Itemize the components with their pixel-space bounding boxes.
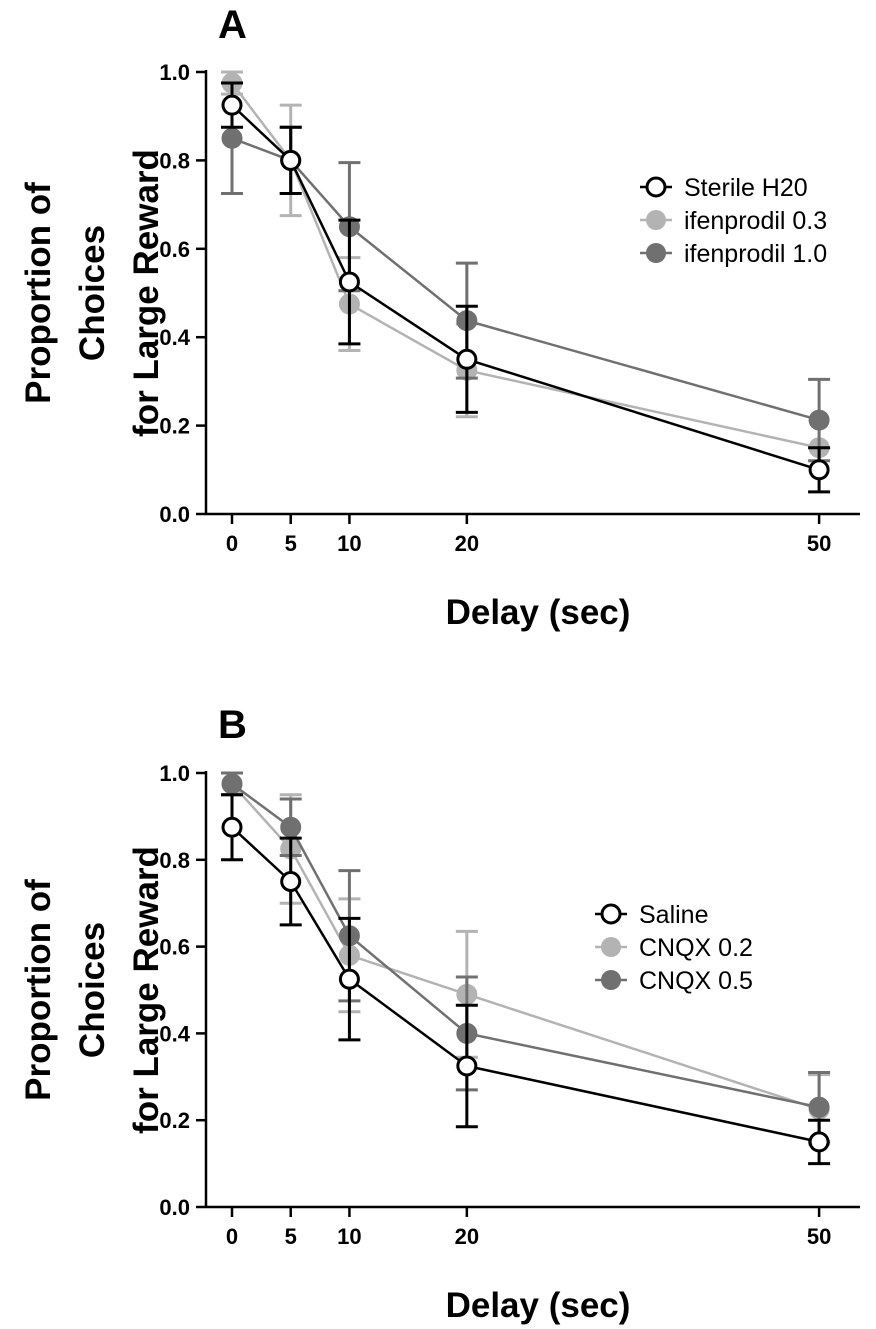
y-axis-label-line: Proportion of xyxy=(19,879,58,1101)
data-point xyxy=(280,149,302,171)
legend-marker xyxy=(601,937,621,957)
x-axis-label: Delay (sec) xyxy=(446,1286,631,1325)
y-tick-label: 0.4 xyxy=(159,325,190,350)
x-axis-label: Delay (sec) xyxy=(446,593,631,632)
data-point xyxy=(280,816,302,838)
x-tick-label: 5 xyxy=(285,1224,297,1249)
legend-label: CNQX 0.2 xyxy=(639,934,753,962)
y-tick-label: 1.0 xyxy=(159,761,190,786)
series-line xyxy=(231,104,820,471)
x-tick-label: 50 xyxy=(807,1224,831,1249)
data-point xyxy=(280,871,302,892)
legend-label: Saline xyxy=(639,901,709,929)
y-tick-label: 0.8 xyxy=(159,848,190,873)
data-point xyxy=(338,271,360,293)
y-tick-label: 0.6 xyxy=(159,237,190,262)
legend-marker xyxy=(645,176,667,198)
legend-label: ifenprodil 1.0 xyxy=(684,240,827,268)
data-point xyxy=(808,459,830,481)
data-point xyxy=(808,1131,830,1153)
y-axis-label-line: Choices xyxy=(73,922,112,1058)
panel-letter: B xyxy=(218,703,247,747)
legend-marker xyxy=(646,243,666,263)
data-point xyxy=(221,94,243,116)
x-tick-label: 20 xyxy=(455,1224,479,1249)
x-tick-label: 0 xyxy=(226,1224,238,1249)
panel-letter: A xyxy=(218,3,247,47)
legend-marker xyxy=(600,903,622,925)
y-tick-label: 0.6 xyxy=(159,935,190,960)
data-point xyxy=(221,127,243,149)
chart-panel-b: B 0.0 0.2 0.4 0.6 0.8 1.0 0 5 10 20 50 Delay (sec) Pr… xyxy=(19,703,860,1325)
legend-label: Sterile H20 xyxy=(684,174,808,202)
x-tick-label: 20 xyxy=(455,531,479,556)
y-axis-label-line: for Large Reward xyxy=(127,149,166,437)
data-point xyxy=(808,409,830,431)
y-tick-label: 0.2 xyxy=(159,414,190,439)
y-tick-label: 0.0 xyxy=(159,1195,190,1220)
x-tick-label: 10 xyxy=(337,1224,361,1249)
legend-marker xyxy=(646,210,666,230)
y-axis-label-line: Choices xyxy=(73,225,112,361)
data-point xyxy=(338,968,360,990)
y-tick-label: 0.8 xyxy=(159,148,190,173)
data-point xyxy=(221,773,243,795)
y-tick-label: 0.0 xyxy=(159,502,190,527)
x-tick-label: 5 xyxy=(285,531,297,556)
x-tick-label: 10 xyxy=(337,531,361,556)
y-axis-label-line: for Large Reward xyxy=(127,846,166,1134)
chart-panel-a: A 0.0 0.2 0.4 0.6 0.8 1.0 0 5 10 20 50 Delay (sec) Pr… xyxy=(19,3,860,632)
y-axis-label-line: Proportion of xyxy=(19,182,58,404)
legend-label: ifenprodil 0.3 xyxy=(684,207,827,235)
x-tick-label: 0 xyxy=(226,531,238,556)
legend-marker xyxy=(601,970,621,990)
data-point xyxy=(456,348,478,370)
legend-label: CNQX 0.5 xyxy=(639,967,753,995)
data-point xyxy=(456,1055,478,1077)
y-tick-label: 0.4 xyxy=(159,1021,190,1046)
y-tick-label: 0.2 xyxy=(159,1108,190,1133)
data-point xyxy=(221,816,243,838)
data-point xyxy=(808,1096,830,1118)
x-tick-label: 50 xyxy=(807,531,831,556)
y-tick-label: 1.0 xyxy=(159,60,190,85)
